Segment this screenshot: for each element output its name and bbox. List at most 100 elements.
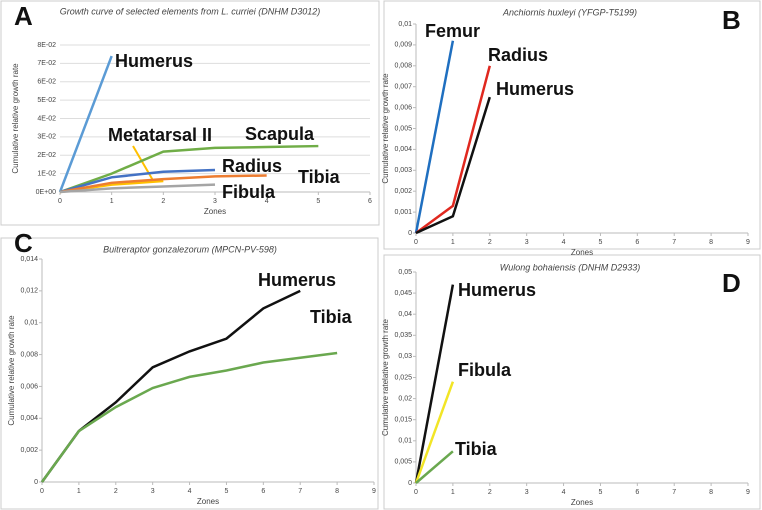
x-tick-label: 2 — [114, 488, 118, 495]
panel-frame — [0, 237, 379, 510]
series-label: Radius — [222, 156, 282, 176]
series-label: Fibula — [222, 182, 276, 202]
series-label: Fibula — [458, 360, 512, 380]
x-tick-label: 6 — [635, 489, 639, 496]
x-tick-label: 3 — [213, 198, 217, 205]
x-axis-label: Zones — [571, 248, 593, 257]
y-tick-label: 0,008 — [394, 63, 412, 70]
y-tick-label: 0,014 — [20, 256, 38, 263]
y-tick-label: 0,04 — [398, 311, 412, 318]
y-tick-label: 4E-02 — [37, 115, 56, 122]
x-tick-label: 9 — [746, 489, 750, 496]
y-tick-label: 0,045 — [394, 290, 412, 297]
y-tick-label: 0,01 — [398, 438, 412, 445]
series-label: Metatarsal II — [108, 125, 212, 145]
x-axis-label: Zones — [197, 497, 219, 506]
y-axis-label: Cumulative relative growth rate — [7, 315, 16, 426]
x-tick-label: 7 — [672, 489, 676, 496]
series-label: Femur — [425, 21, 480, 41]
y-tick-label: 0,01 — [398, 21, 412, 28]
x-tick-label: 0 — [414, 489, 418, 496]
x-tick-label: 7 — [298, 488, 302, 495]
x-tick-label: 5 — [598, 239, 602, 246]
x-tick-label: 0 — [414, 239, 418, 246]
x-tick-label: 6 — [261, 488, 265, 495]
x-tick-label: 4 — [265, 198, 269, 205]
y-tick-label: 0,025 — [394, 374, 412, 381]
y-tick-label: 0 — [34, 479, 38, 486]
x-tick-label: 4 — [188, 488, 192, 495]
series-line — [59, 183, 216, 194]
y-tick-label: 8E-02 — [37, 42, 56, 49]
series-line — [414, 284, 455, 484]
y-tick-label: 0,05 — [398, 269, 412, 276]
series-line — [415, 65, 491, 235]
series-line — [40, 289, 301, 483]
y-tick-label: 0,02 — [398, 395, 412, 402]
panel-frame — [383, 254, 761, 510]
y-tick-label: 0 — [408, 480, 412, 487]
x-axis-label: Zones — [204, 207, 226, 216]
y-tick-label: 0,001 — [394, 209, 412, 216]
y-tick-label: 3E-02 — [37, 134, 56, 141]
y-tick-label: 0,009 — [394, 42, 412, 49]
series-label: Humerus — [115, 51, 193, 71]
x-tick-label: 2 — [488, 489, 492, 496]
x-tick-label: 8 — [335, 488, 339, 495]
panel-letter: D — [722, 268, 741, 298]
y-tick-label: 0,002 — [20, 447, 38, 454]
series-line — [59, 168, 216, 194]
x-tick-label: 1 — [110, 198, 114, 205]
x-tick-label: 0 — [40, 488, 44, 495]
series-label: Scapula — [245, 124, 315, 144]
y-tick-label: 1E-02 — [37, 170, 56, 177]
x-tick-label: 1 — [77, 488, 81, 495]
x-tick-label: 8 — [709, 489, 713, 496]
y-tick-label: 0,006 — [20, 383, 38, 390]
x-tick-label: 6 — [635, 239, 639, 246]
panel-frame — [0, 0, 380, 226]
x-tick-label: 6 — [368, 198, 372, 205]
label-pointer — [132, 145, 155, 182]
y-axis-label: Cumulative ratelative growth rate — [381, 318, 390, 435]
panel-letter: C — [14, 228, 33, 258]
x-tick-label: 5 — [598, 489, 602, 496]
series-line — [415, 96, 491, 235]
x-tick-label: 1 — [451, 489, 455, 496]
y-tick-label: 0,004 — [20, 415, 38, 422]
series-label: Tibia — [298, 167, 341, 187]
chart-title: Buitreraptor gonzalezorum (MPCN-PV-598) — [103, 244, 277, 254]
y-tick-label: 0 — [408, 230, 412, 237]
y-tick-label: 0,008 — [20, 351, 38, 358]
y-tick-label: 2E-02 — [37, 152, 56, 159]
series-label: Tibia — [310, 307, 353, 327]
series-line — [40, 351, 338, 483]
x-tick-label: 8 — [709, 239, 713, 246]
y-tick-label: 0,035 — [394, 332, 412, 339]
series-line — [59, 144, 319, 194]
panel-letter: A — [14, 1, 33, 31]
y-tick-label: 0,003 — [394, 167, 412, 174]
series-label: Radius — [488, 45, 548, 65]
y-tick-label: 6E-02 — [37, 79, 56, 86]
series-line — [414, 381, 455, 484]
x-tick-label: 3 — [525, 489, 529, 496]
y-tick-label: 0,005 — [394, 459, 412, 466]
y-tick-label: 0,006 — [394, 104, 412, 111]
y-tick-label: 0,015 — [394, 417, 412, 424]
series-line — [58, 55, 113, 193]
x-tick-label: 5 — [224, 488, 228, 495]
y-axis-label: Cumulative relative growth rate — [381, 73, 390, 184]
x-tick-label: 0 — [58, 198, 62, 205]
x-tick-label: 3 — [151, 488, 155, 495]
x-tick-label: 2 — [488, 239, 492, 246]
series-line — [415, 450, 454, 484]
y-tick-label: 0,007 — [394, 84, 412, 91]
panel-frame — [383, 0, 761, 250]
series-line — [59, 174, 267, 194]
y-tick-label: 0,004 — [394, 146, 412, 153]
x-tick-label: 4 — [562, 239, 566, 246]
y-tick-label: 7E-02 — [37, 60, 56, 67]
chart-title: Anchiornis huxleyi (YFGP-T5199) — [502, 7, 637, 17]
